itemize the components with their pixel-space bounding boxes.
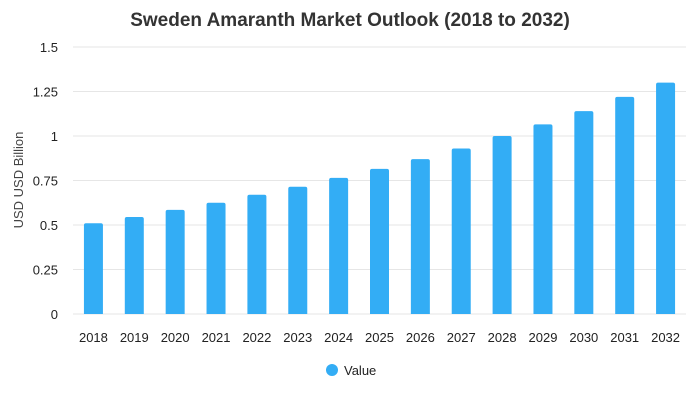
y-tick-label: 0.75 xyxy=(33,174,58,189)
x-tick-label: 2032 xyxy=(651,330,680,345)
legend[interactable]: Value xyxy=(326,363,376,378)
bar-2027[interactable] xyxy=(451,148,471,314)
x-tick-label: 2022 xyxy=(242,330,271,345)
y-axis-label: USD USD Billion xyxy=(11,132,26,229)
x-tick-label: 2019 xyxy=(120,330,149,345)
bar-2031[interactable] xyxy=(615,96,635,314)
legend-swatch-value xyxy=(326,364,338,376)
x-tick-label: 2023 xyxy=(283,330,312,345)
x-tick-label: 2018 xyxy=(79,330,108,345)
bar-2021[interactable] xyxy=(206,202,226,314)
bars xyxy=(83,82,676,315)
y-tick-label: 0 xyxy=(51,307,58,322)
bar-2024[interactable] xyxy=(329,177,349,314)
bar-2029[interactable] xyxy=(533,124,553,315)
x-tick-label: 2030 xyxy=(569,330,598,345)
x-axis: 2018 2019 2020 2021 2022 2023 2024 2025 2026 2027… xyxy=(79,330,680,345)
bar-2025[interactable] xyxy=(370,168,389,314)
x-tick-label: 2028 xyxy=(488,330,517,345)
y-axis: 0 0.25 0.5 0.75 1 1.25 1.5 xyxy=(33,40,58,322)
bar-2020[interactable] xyxy=(165,209,185,314)
y-tick-label: 0.25 xyxy=(33,263,58,278)
x-tick-label: 2027 xyxy=(447,330,476,345)
x-tick-label: 2024 xyxy=(324,330,353,345)
x-tick-label: 2020 xyxy=(161,330,190,345)
x-tick-label: 2021 xyxy=(202,330,231,345)
bar-2019[interactable] xyxy=(124,216,144,314)
x-tick-label: 2029 xyxy=(529,330,558,345)
x-tick-label: 2025 xyxy=(365,330,394,345)
bar-2022[interactable] xyxy=(247,194,267,314)
x-tick-label: 2031 xyxy=(610,330,639,345)
chart-title: Sweden Amaranth Market Outlook (2018 to … xyxy=(130,10,570,31)
bar-2023[interactable] xyxy=(288,186,308,314)
y-tick-label: 1.25 xyxy=(33,85,58,100)
y-tick-label: 1 xyxy=(51,129,58,144)
bar-2030[interactable] xyxy=(574,111,594,314)
x-tick-label: 2026 xyxy=(406,330,435,345)
y-tick-label: 0.5 xyxy=(40,218,58,233)
bar-2026[interactable] xyxy=(410,159,430,314)
y-tick-label: 1.5 xyxy=(40,40,58,55)
bar-2032[interactable] xyxy=(656,82,676,314)
bar-2018[interactable] xyxy=(83,223,103,314)
bar-2028[interactable] xyxy=(492,136,512,314)
legend-label-value: Value xyxy=(344,363,376,378)
